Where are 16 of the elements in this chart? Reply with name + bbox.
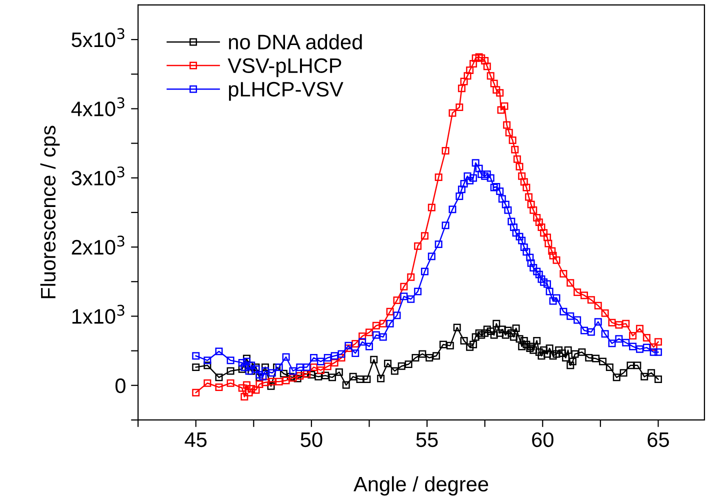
y-axis-title: Fluorescence / cps xyxy=(40,126,60,298)
x-tick-label: 45 xyxy=(184,432,207,448)
y-tick-label: 2x10$^{3}$ xyxy=(72,236,124,255)
x-tick-label: 65 xyxy=(648,432,669,448)
x-axis-title: Angle / degree xyxy=(354,476,488,496)
y-tick-label: 4x10$^{3}$ xyxy=(71,97,124,116)
x-tick-label: 55 xyxy=(416,432,438,448)
x-tick-label: 50 xyxy=(300,432,322,448)
legend-label: VSV-pLHCP xyxy=(228,58,342,78)
x-tick-label: 60 xyxy=(532,432,554,448)
y-tick-label: 3x10$^{3}$ xyxy=(72,166,124,186)
y-tick-label: 0 xyxy=(115,378,126,394)
y-tick-label: 5x10$^{3}$ xyxy=(72,28,124,48)
legend-label: no DNA added xyxy=(229,34,362,50)
y-tick-label: 1x10$^{3}$ xyxy=(72,304,124,324)
legend-label: pLHCP-VSV xyxy=(228,82,344,101)
